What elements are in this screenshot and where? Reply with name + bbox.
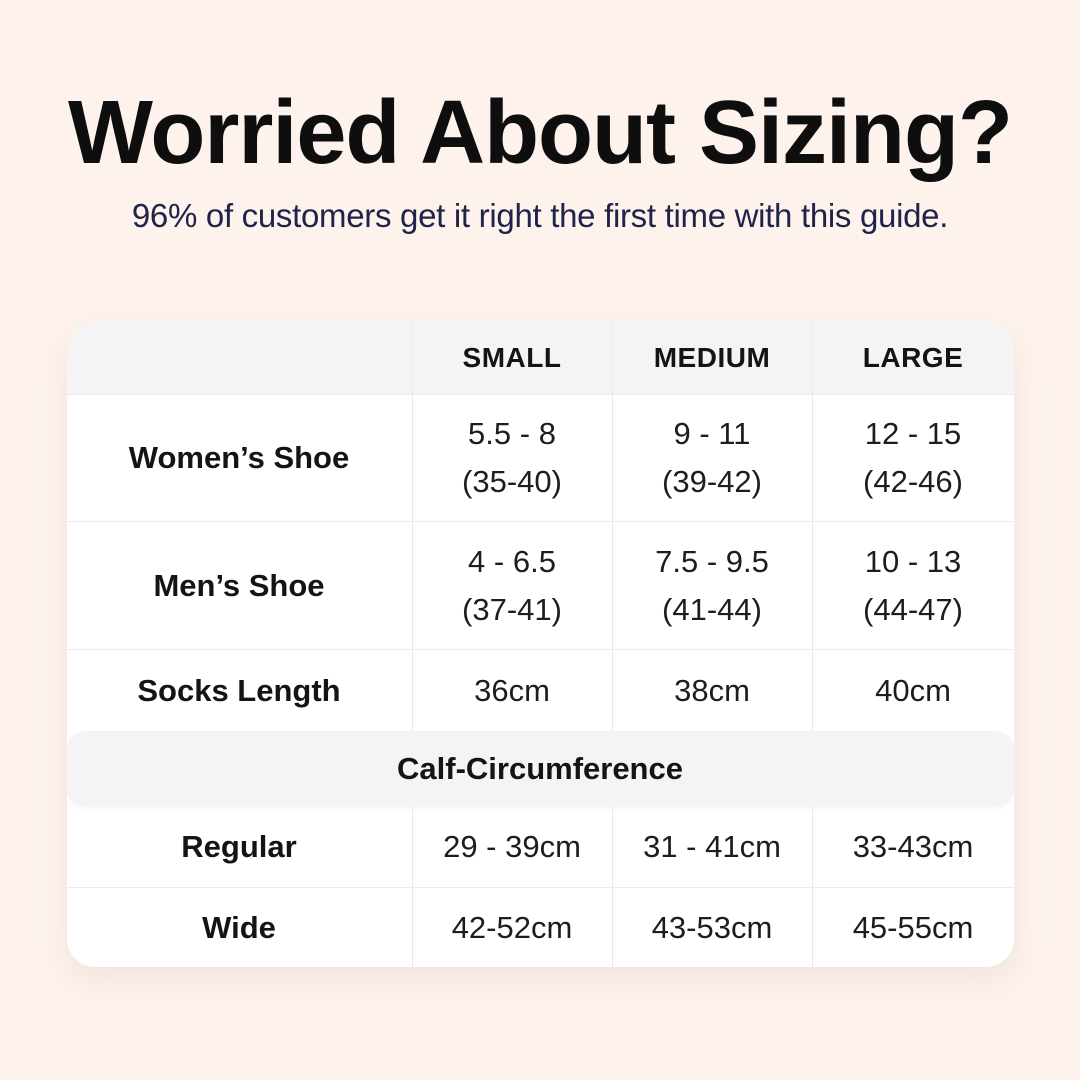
cell-line: 42-52cm (451, 909, 573, 945)
table-header-row: SMALL MEDIUM LARGE (66, 322, 1014, 394)
table-cell-womens-medium: 9 - 11 (39-42) (611, 395, 812, 521)
table-cell-regular-medium: 31 - 41cm (611, 807, 812, 887)
table-cell-wide-medium: 43-53cm (611, 888, 812, 967)
cell-line: 36cm (474, 672, 550, 708)
cell-line: 38cm (674, 672, 750, 708)
table-cell-regular-small: 29 - 39cm (411, 807, 612, 887)
table-row-mens-shoe: Men’s Shoe 4 - 6.5 (37-41) 7.5 - 9.5 (41… (66, 521, 1014, 649)
table-row-wide: Wide 42-52cm 43-53cm 45-55cm (66, 887, 1014, 967)
cell-line: 43-53cm (651, 909, 773, 945)
cell-line: 45-55cm (852, 909, 974, 945)
table-cell-socks-small: 36cm (411, 650, 612, 731)
table-cell-wide-large: 45-55cm (811, 888, 1014, 967)
page-subtitle: 96% of customers get it right the first … (131, 197, 949, 234)
cell-line: 9 - 11 (673, 416, 751, 451)
cell-line: (37-41) (462, 591, 562, 627)
table-cell-wide-small: 42-52cm (411, 888, 612, 967)
size-table-card: SMALL MEDIUM LARGE Women’s Shoe 5.5 - 8 … (66, 322, 1014, 967)
cell-line: 4 - 6.5 (468, 543, 556, 579)
cell-line: (41-44) (662, 591, 762, 627)
table-cell-womens-small: 5.5 - 8 (35-40) (411, 395, 612, 521)
column-header-small: SMALL (411, 322, 612, 394)
table-cell-mens-small: 4 - 6.5 (37-41) (411, 522, 612, 649)
row-label-socks-length: Socks Length (137, 672, 341, 708)
table-row-regular: Regular 29 - 39cm 31 - 41cm 33-43cm (67, 807, 1014, 887)
cell-line: 10 - 13 (864, 543, 962, 579)
table-cell-mens-medium: 7.5 - 9.5 (41-44) (611, 522, 812, 649)
calf-circumference-label: Calf-Circumference (397, 751, 683, 786)
table-cell-womens-large: 12 - 15 (42-46) (811, 395, 1014, 521)
column-header-medium: MEDIUM (611, 322, 812, 394)
row-label-wide: Wide (202, 909, 276, 945)
cell-line: 31 - 41cm (643, 829, 781, 864)
cell-line: 7.5 - 9.5 (655, 543, 769, 579)
row-label-mens-shoe: Men’s Shoe (153, 567, 325, 603)
cell-line: (44-47) (863, 591, 963, 627)
cell-line: 5.5 - 8 (468, 416, 556, 451)
table-cell-mens-large: 10 - 13 (44-47) (811, 522, 1014, 649)
cell-line: (35-40) (462, 464, 562, 499)
cell-line: 12 - 15 (864, 416, 962, 451)
cell-line: 33-43cm (852, 829, 974, 864)
row-label-regular: Regular (181, 829, 297, 864)
page-title: Worried About Sizing? (68, 83, 1013, 183)
table-cell-socks-medium: 38cm (611, 650, 812, 731)
calf-circumference-band: Calf-Circumference (66, 731, 1014, 807)
cell-line: 29 - 39cm (443, 829, 581, 864)
table-cell-regular-large: 33-43cm (811, 807, 1014, 887)
row-label-womens-shoe: Women’s Shoe (128, 440, 350, 475)
table-cell-socks-large: 40cm (811, 650, 1014, 731)
table-row-socks-length: Socks Length 36cm 38cm 40cm (66, 649, 1014, 731)
cell-line: (39-42) (662, 464, 762, 499)
cell-line: 40cm (875, 672, 951, 708)
column-header-large: LARGE (811, 322, 1014, 394)
corner-cell (67, 322, 412, 394)
table-row-womens-shoe: Women’s Shoe 5.5 - 8 (35-40) 9 - 11 (39-… (66, 394, 1014, 521)
cell-line: (42-46) (863, 464, 963, 499)
